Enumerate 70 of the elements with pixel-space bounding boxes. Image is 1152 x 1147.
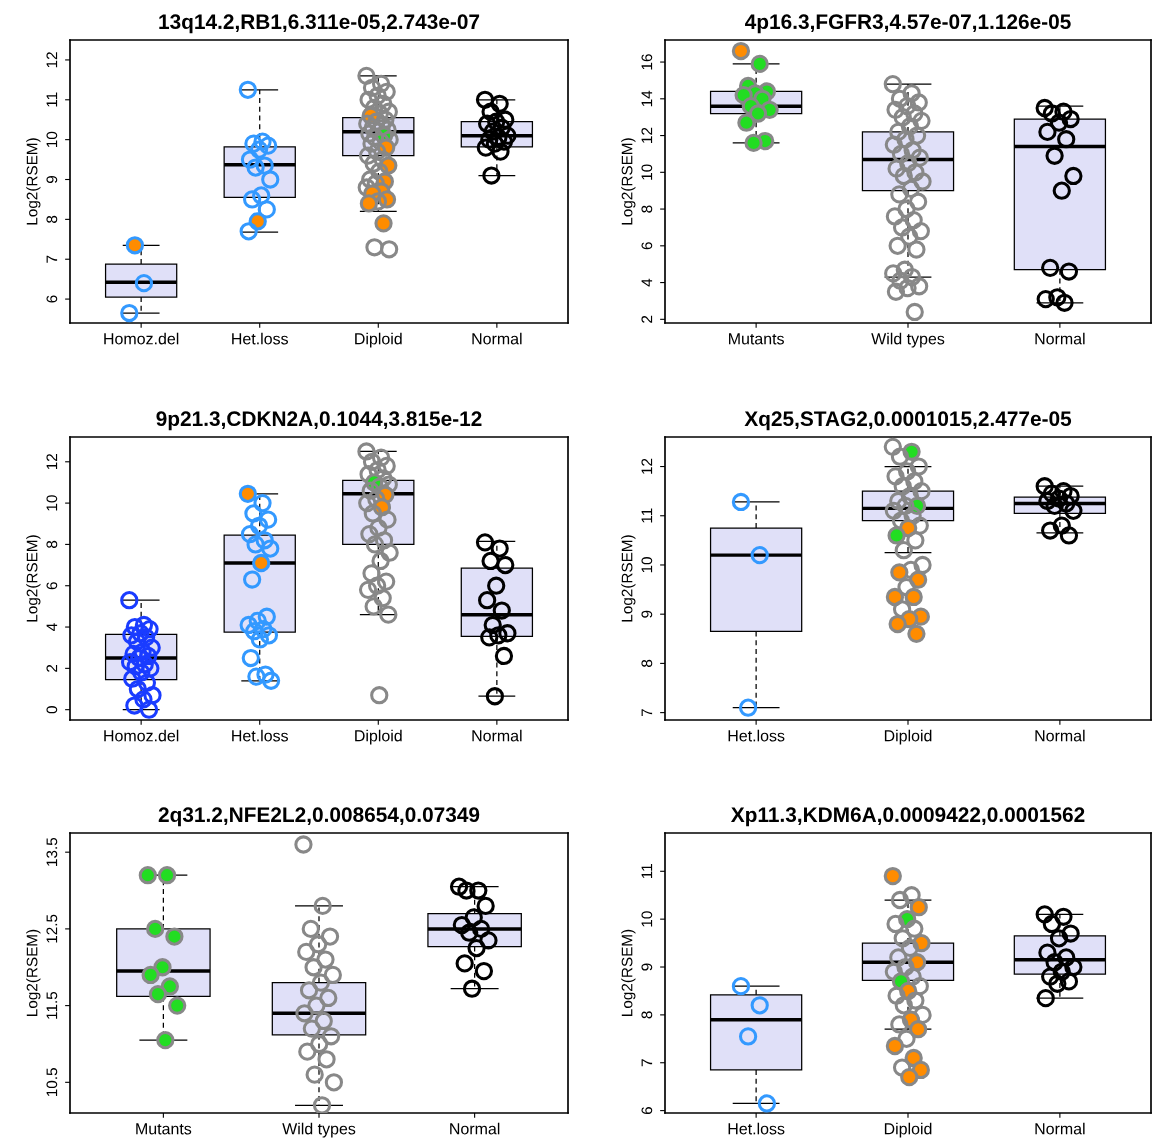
y-tick-label: 2 [46, 664, 58, 672]
y-tick-label: 6 [46, 295, 58, 303]
x-tick-label: Wild types [871, 332, 945, 348]
y-tick-label: 12 [641, 458, 653, 474]
x-tick-label: Normal [472, 729, 522, 742]
chart-title: 13q14.2,RB1,6.311e-05,2.743e-07 [159, 14, 480, 34]
y-tick-label: 10.5 [46, 1068, 58, 1097]
x-tick-label: Het.loss [232, 729, 288, 742]
chart-title: Xq25,STAG2,0.0001015,2.477e-05 [744, 411, 1072, 431]
y-tick-label: 10 [46, 495, 58, 511]
y-axis-title: Log2(RSEM) [26, 138, 41, 225]
chart-title: 9p21.3,CDKN2A,0.1044,3.815e-12 [156, 411, 482, 431]
y-tick-label: 2 [641, 315, 653, 323]
y-tick-label: 13.5 [46, 837, 58, 866]
chart-title: Xp11.3,KDM6A,0.0009422,0.0001562 [730, 807, 1085, 827]
y-tick-label: 12.5 [46, 914, 58, 943]
y-axis-title: Log2(RSEM) [26, 929, 41, 1016]
y-tick-label: 11.5 [46, 991, 58, 1019]
y-tick-label: 6 [641, 242, 653, 250]
x-tick-label: Wild types [282, 1122, 356, 1138]
y-tick-label: 8 [641, 659, 653, 667]
y-tick-label: 10 [46, 131, 58, 147]
y-tick-label: 9 [641, 963, 653, 971]
y-tick-label: 10 [641, 557, 653, 573]
y-tick-label: 0 [46, 706, 58, 714]
x-tick-label: Mutants [136, 1123, 192, 1135]
y-tick-label: 9 [641, 610, 653, 618]
x-tick-label: Normal [1035, 729, 1085, 742]
x-tick-label: Homoz.del [104, 332, 179, 345]
y-tick-label: 10 [641, 164, 653, 180]
y-tick-label: 6 [641, 1107, 653, 1115]
y-axis-title: Log2(RSEM) [26, 535, 41, 622]
x-tick-label: Diploid [884, 1122, 932, 1138]
x-tick-label: Het.loss [232, 332, 288, 345]
y-tick-label: 7 [641, 1059, 653, 1067]
y-tick-label: 8 [641, 205, 653, 213]
x-tick-label: Normal [1035, 1122, 1085, 1135]
x-tick-label: Homoz.del [104, 729, 179, 742]
y-tick-label: 7 [641, 709, 653, 717]
y-tick-label: 6 [46, 582, 58, 590]
y-tick-label: 14 [641, 90, 653, 107]
x-tick-label: Diploid [355, 332, 402, 348]
y-tick-label: 11 [641, 508, 653, 523]
chart-title: 4p16.3,FGFR3,4.57e-07,1.126e-05 [745, 14, 1071, 34]
x-tick-label: Normal [1035, 332, 1085, 345]
y-tick-label: 4 [46, 623, 58, 631]
x-tick-label: Normal [472, 332, 522, 345]
y-tick-label: 12 [46, 52, 58, 68]
y-tick-label: 7 [46, 255, 58, 263]
x-tick-label: Normal [450, 1122, 500, 1135]
x-tick-label: Diploid [884, 729, 932, 745]
y-tick-label: 4 [641, 278, 653, 287]
y-tick-label: 8 [641, 1011, 653, 1019]
y-axis-title: Log2(RSEM) [621, 138, 636, 225]
chart-title: 2q31.2,NFE2L2,0.008654,0.07349 [158, 807, 480, 827]
y-tick-label: 12 [46, 454, 58, 470]
y-tick-label: 16 [641, 54, 653, 70]
y-tick-label: 12 [641, 127, 653, 143]
y-axis-title: Log2(RSEM) [621, 929, 636, 1016]
y-tick-label: 11 [641, 864, 653, 879]
y-tick-label: 9 [46, 175, 58, 184]
y-tick-label: 8 [46, 215, 58, 223]
y-tick-label: 8 [46, 540, 58, 548]
x-tick-label: Het.loss [728, 1122, 785, 1135]
x-tick-label: Diploid [355, 729, 402, 745]
y-tick-label: 11 [46, 92, 58, 107]
y-axis-title: Log2(RSEM) [621, 535, 636, 622]
x-tick-label: Mutants [729, 333, 784, 345]
x-tick-label: Het.loss [728, 729, 785, 742]
y-tick-label: 10 [641, 911, 653, 927]
